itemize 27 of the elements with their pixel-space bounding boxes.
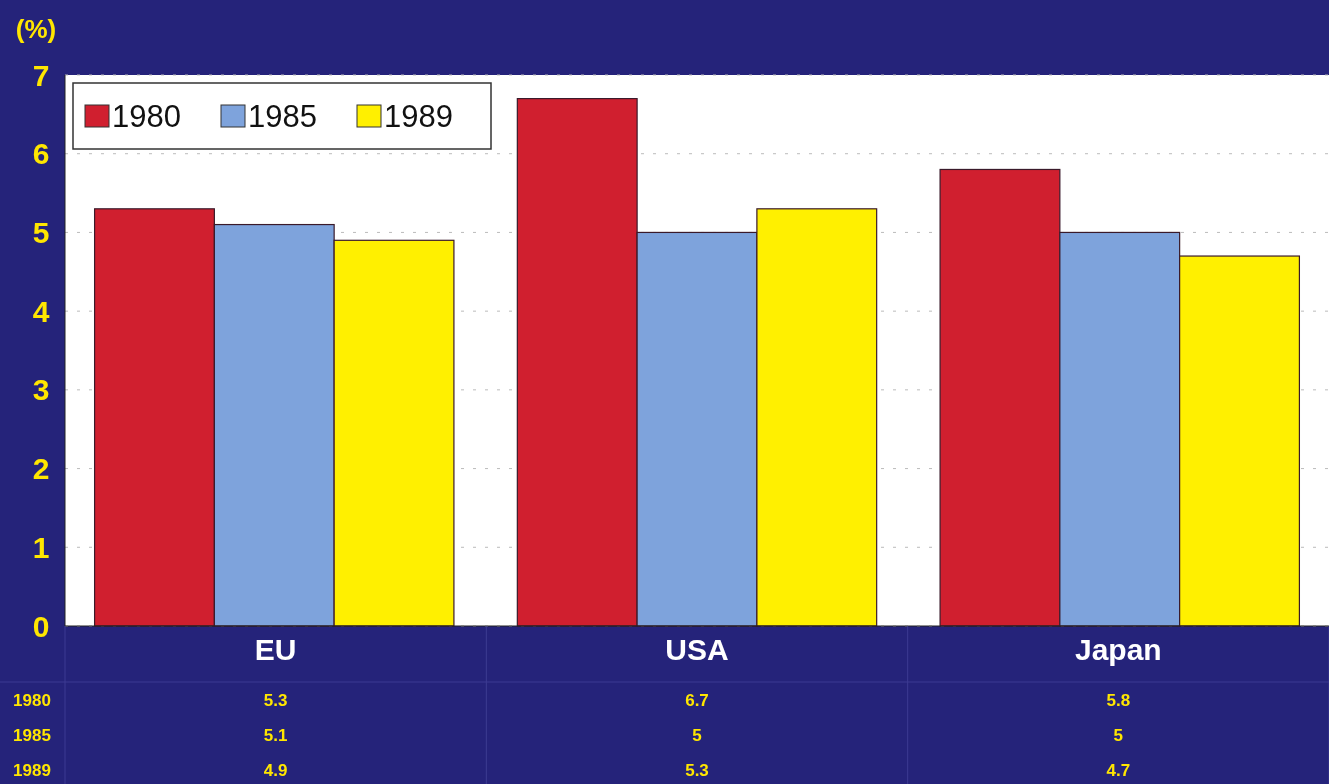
legend-label: 1989 [384, 99, 453, 135]
data-label: 5.3 [685, 760, 709, 780]
text: 1980 [13, 690, 51, 710]
y-tick-label: 5 [32, 215, 50, 249]
text: 1985 [13, 725, 51, 745]
legend-label: 1980 [112, 99, 181, 135]
y-tick-label: 0 [32, 609, 50, 643]
data-label: 4.7 [1106, 760, 1131, 780]
data-label: 5.1 [263, 725, 288, 745]
y-tick-label: 6 [32, 137, 50, 171]
data-label: 5 [1113, 725, 1124, 745]
x-tick-label: USA [665, 633, 729, 666]
data-label: 5 [692, 725, 702, 745]
y-tick-label: 1 [32, 530, 50, 564]
data-label: 6.7 [685, 690, 709, 710]
data-label: 5.3 [263, 690, 288, 710]
x-tick-label: EU [254, 633, 297, 666]
y-tick-label: 3 [32, 373, 50, 407]
x-tick-label: Japan [1074, 633, 1162, 666]
legend-label: 1985 [248, 99, 317, 135]
data-label: 4.9 [263, 760, 288, 780]
y-tick-label: 4 [32, 294, 50, 328]
y-tick-label: 2 [32, 452, 50, 486]
data-label: 5.8 [1106, 690, 1131, 710]
text: 1989 [13, 760, 51, 780]
y-axis-title: (%) [15, 14, 57, 44]
y-tick-label: 7 [32, 58, 50, 92]
